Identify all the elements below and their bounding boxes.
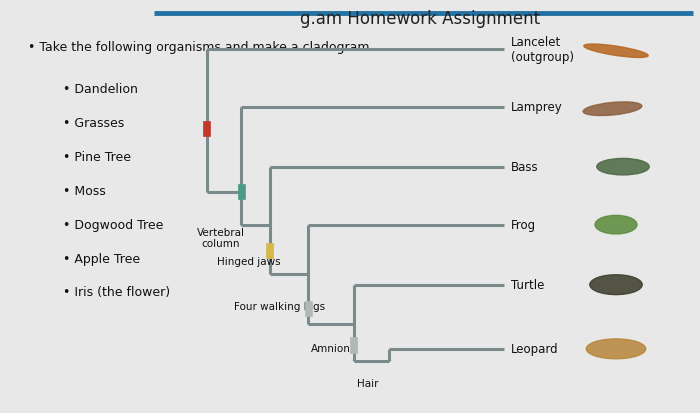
- Ellipse shape: [596, 159, 650, 176]
- Text: • Grasses: • Grasses: [63, 116, 125, 129]
- Bar: [238, 184, 245, 200]
- Text: Turtle: Turtle: [511, 278, 545, 292]
- Text: • Pine Tree: • Pine Tree: [63, 150, 131, 163]
- Text: Amnion: Amnion: [311, 343, 350, 353]
- Text: Bass: Bass: [511, 161, 538, 174]
- Text: Vertebral
column: Vertebral column: [197, 227, 244, 249]
- Bar: [203, 121, 210, 137]
- Text: Hinged jaws: Hinged jaws: [217, 256, 280, 266]
- Ellipse shape: [589, 275, 643, 295]
- Ellipse shape: [587, 339, 645, 359]
- Ellipse shape: [595, 216, 637, 235]
- Text: • Dandelion: • Dandelion: [63, 83, 138, 95]
- Text: Hair: Hair: [357, 378, 378, 388]
- Bar: [266, 243, 273, 259]
- Bar: [304, 301, 312, 316]
- Text: • Take the following organisms and make a cladogram......: • Take the following organisms and make …: [28, 41, 393, 54]
- Ellipse shape: [584, 45, 648, 58]
- Text: Frog: Frog: [511, 218, 536, 232]
- Bar: [350, 337, 357, 353]
- Text: • Apple Tree: • Apple Tree: [63, 252, 140, 265]
- Text: Lamprey: Lamprey: [511, 101, 563, 114]
- Ellipse shape: [583, 102, 642, 116]
- Text: g.am Homework Assignment: g.am Homework Assignment: [300, 10, 540, 28]
- Text: Four walking legs: Four walking legs: [234, 301, 326, 311]
- Text: Lancelet
(outgroup): Lancelet (outgroup): [511, 36, 574, 64]
- Text: • Dogwood Tree: • Dogwood Tree: [63, 218, 163, 231]
- Text: • Moss: • Moss: [63, 184, 106, 197]
- Text: Leopard: Leopard: [511, 342, 559, 356]
- Text: • Iris (the flower): • Iris (the flower): [63, 286, 170, 299]
